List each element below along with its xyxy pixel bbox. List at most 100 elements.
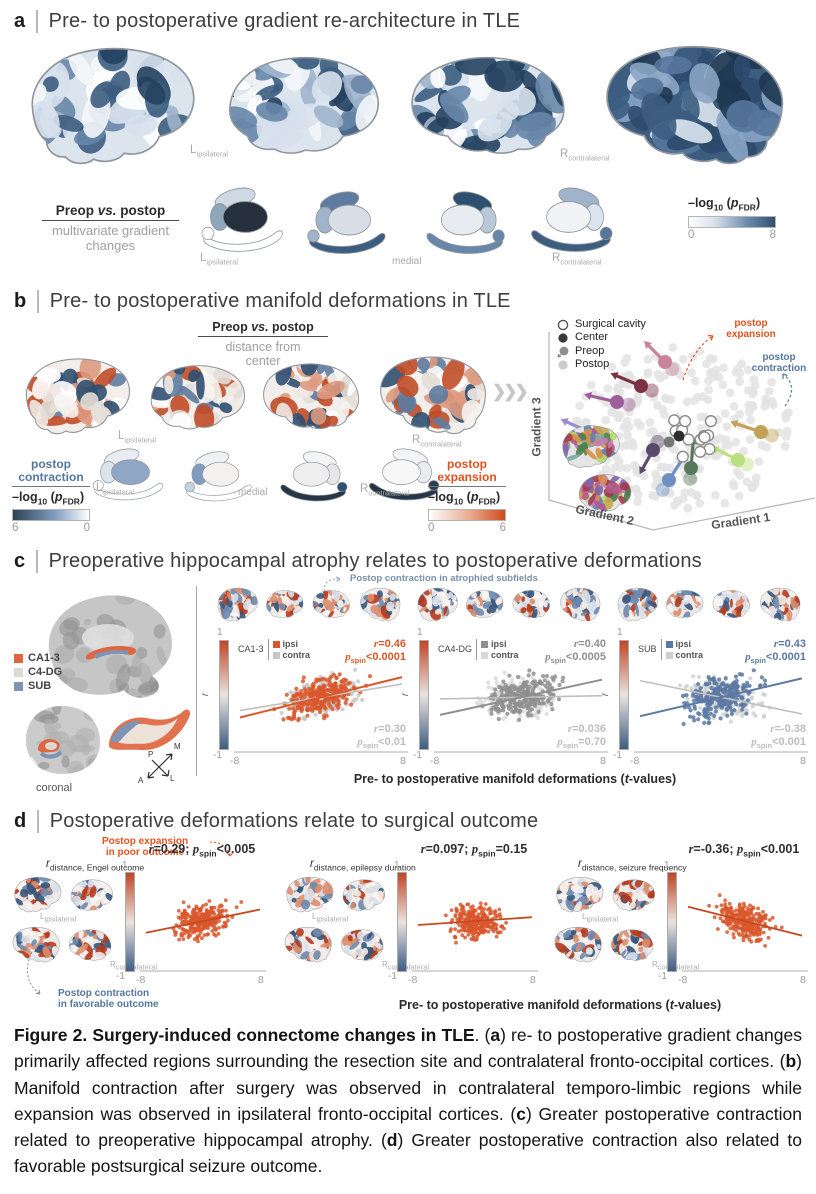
legend-ipsi: ipsi <box>481 639 519 649</box>
brain-map-b-lateral-right <box>380 356 486 435</box>
scatter-plot-ca4dg <box>434 668 608 753</box>
parcellation-brain-lateral <box>562 425 620 468</box>
label-ipsilateral-d: Lipsilateral <box>582 912 619 924</box>
mini-brain <box>284 927 332 963</box>
outcome-group-engel: rdistance, Engel outcome Lipsilateral Rc… <box>10 842 268 998</box>
cbar-tick-top: 1 <box>394 860 400 871</box>
legend-postop: Postop <box>557 358 646 371</box>
xtick-max: 8 <box>258 974 264 986</box>
label-medial-b: medial <box>238 487 268 498</box>
mri-coronal-inset <box>26 706 100 774</box>
dashed-arrow-icon <box>209 841 233 857</box>
colorbar-b-expansion-title: postop expansion <box>428 458 506 488</box>
mini-brain <box>560 587 601 622</box>
xtick-min: -8 <box>230 755 240 767</box>
label-ipsilateral-b: Lipsilateral <box>118 430 157 445</box>
panel-a-title: Pre- to postoperative gradient re-archit… <box>48 10 521 32</box>
colorbar-b-contraction-label: –log10 (pFDR) <box>12 490 85 507</box>
label-medial-a: medial <box>392 256 422 267</box>
mini-brain <box>12 927 60 963</box>
label-contralateral-b-sub: Rcontralateral <box>360 483 410 498</box>
outcome-group-duration: rdistance, epilepsy duration Lipsilatera… <box>282 842 540 998</box>
cbar-tick-top: 1 <box>217 627 223 638</box>
mini-brain <box>712 590 750 619</box>
xtick-max: 8 <box>800 974 806 986</box>
legend-sub: SUB <box>14 680 62 692</box>
panel-d-annotation-bottom: Postop contraction in favorable outcome <box>58 988 159 1010</box>
panel-c-divider <box>36 550 38 573</box>
contrast-sub-b: distance from center <box>225 340 301 369</box>
panel-c-annotation: Postop contraction in atrophied subfield… <box>322 573 538 592</box>
label-contralateral-b: Rcontralateral <box>412 434 462 449</box>
stats-contra: r=0.036 pspin=0.70 <box>557 723 606 750</box>
panel-c-letter: c <box>14 550 26 572</box>
contrast-sub-a: multivariate gradient changes <box>51 223 170 253</box>
cbar-tick-bottom: -1 <box>613 750 622 761</box>
xtick-max: 8 <box>800 755 806 767</box>
subcortical-map-medial-right <box>426 191 505 254</box>
compass-p: P <box>148 750 154 759</box>
vertical-divider-c <box>196 586 197 776</box>
contrast-title-b: Preop vs. postop <box>198 320 328 337</box>
scatter-group-sub: 1 -1 r SUB ipsi contra r=0.43 pspin<0.00… <box>600 585 810 785</box>
colorbar-b-contraction-title: postop contraction <box>12 458 90 488</box>
panel-b-title: Pre- to postoperative manifold deformati… <box>49 290 511 312</box>
panel-d-letter: d <box>14 810 27 832</box>
brain-map-b-medial-right <box>263 363 360 430</box>
subcortical-map-contralateral <box>531 187 613 252</box>
r-colorbar <box>125 872 135 972</box>
legend-ipsi: ipsi <box>272 639 311 649</box>
scatter-plot-sub <box>634 668 808 753</box>
contrast-block-a: Preop vs. postop multivariate gradient c… <box>28 202 193 254</box>
contrast-block-b: Preop vs. postop distance from center <box>188 318 338 369</box>
brain-map-lateral-left <box>31 47 195 165</box>
r-distance-label: rdistance, seizure frequency <box>578 858 687 873</box>
axis-gradient-3: Gradient 3 <box>529 397 544 457</box>
stats-contra: r=0.30 pspin<0.01 <box>357 723 406 750</box>
sub-swatch <box>14 681 23 691</box>
manifold-plot: Surgical cavity Center Preop Postop post… <box>529 310 816 542</box>
label-contralateral-d: Rcontralateral <box>110 960 158 972</box>
panel-a-letter: a <box>14 10 26 32</box>
mini-brain <box>760 587 801 622</box>
mini-brain <box>611 929 654 961</box>
parcellation-brain-medial <box>578 474 632 513</box>
mri-sagittal-view <box>48 595 172 698</box>
mini-brain <box>417 587 458 622</box>
cbar-tick-bottom: -1 <box>413 750 422 761</box>
compass-m: M <box>174 742 181 751</box>
coronal-label: coronal <box>36 782 73 794</box>
panel-c-header: c Preoperative hippocampal atrophy relat… <box>14 550 702 573</box>
outcome-group-frequency: rdistance, seizure frequency Lipsilatera… <box>552 842 810 998</box>
brain-map-lateral-right <box>606 46 784 165</box>
label-contralateral-a: Rcontralateral <box>560 148 610 163</box>
hippocampus-3d-render <box>109 709 190 750</box>
scatter-legend-ca13: CA1-3 ipsi contra <box>238 639 311 660</box>
subfield-legend: CA1-3 C4-DG SUB <box>14 652 62 694</box>
cbar-tick-top: 1 <box>664 860 670 871</box>
xtick-min: -8 <box>136 974 146 986</box>
subcortical-map-b-medial-r <box>280 451 348 502</box>
mini-brain <box>466 590 504 619</box>
scatter-plot-frequency <box>682 893 808 972</box>
panel-d-divider <box>37 810 39 833</box>
mini-brain <box>14 877 62 913</box>
label-contralateral-a-sub: Rcontralateral <box>552 252 602 267</box>
panel-a-divider <box>36 10 38 33</box>
brain-map-b-medial-left <box>150 365 246 430</box>
r-colorbar <box>219 640 229 750</box>
stats-engel: r=0.29; pspin<0.005 <box>148 842 256 859</box>
stats-frequency: r=-0.36; pspin<0.001 <box>688 842 800 859</box>
label-ipsilateral-b-sub: Lipsilateral <box>96 482 135 497</box>
xtick-min: -8 <box>430 755 440 767</box>
cbar-tick-top: 1 <box>122 860 128 871</box>
cbar-tick-bottom: -1 <box>213 750 222 761</box>
brain-map-medial-left <box>229 56 379 154</box>
mini-brain <box>69 929 112 961</box>
panel-b-divider <box>37 290 39 313</box>
panel-b-letter: b <box>14 290 27 312</box>
